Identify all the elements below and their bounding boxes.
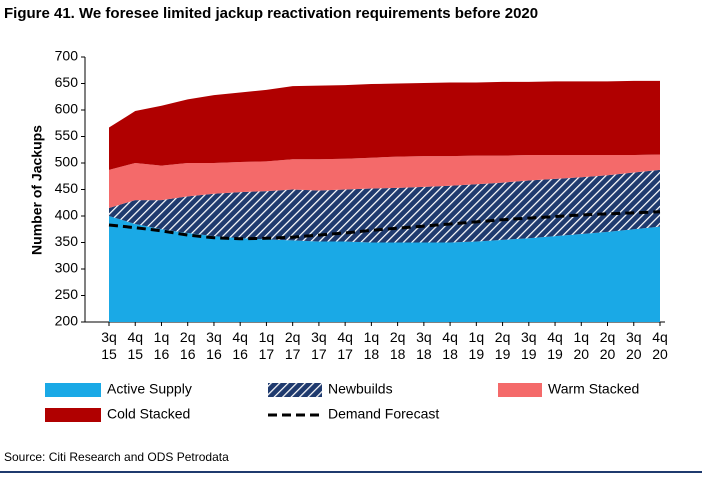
x-tick-label: 1q 16 — [154, 329, 170, 362]
x-tick-label: 4q 18 — [442, 329, 458, 362]
legend-label: Demand Forecast — [328, 406, 439, 422]
x-tick-label: 2q 19 — [495, 329, 511, 362]
area — [109, 169, 660, 243]
x-tick-label: 3q 17 — [311, 329, 327, 362]
area — [109, 80, 660, 170]
x-tick-label: 1q 17 — [259, 329, 275, 362]
y-axis-label: Number of Jackups — [29, 125, 45, 255]
source: Source: Citi Research and ODS Petrodata — [4, 450, 229, 464]
area — [109, 216, 660, 322]
line — [108, 210, 661, 241]
x-tick-label: 2q 17 — [285, 329, 301, 362]
x-tick-label: 3q 19 — [521, 329, 537, 362]
legend-swatch — [45, 408, 101, 422]
x-tick-label: 3q 18 — [416, 329, 432, 362]
y-tick-label: 300 — [55, 260, 79, 276]
x-tick-label: 3q 20 — [626, 329, 642, 362]
plot-area — [108, 80, 661, 322]
x-tick-label: 4q 16 — [232, 329, 248, 362]
y-tick-label: 450 — [55, 180, 79, 196]
legend-label: Cold Stacked — [107, 406, 190, 422]
area — [109, 154, 660, 209]
legend-label: Active Supply — [107, 381, 192, 397]
x-tick-label: 1q 20 — [573, 329, 589, 362]
y-tick-label: 700 — [55, 48, 79, 64]
legend-label: Newbuilds — [328, 381, 393, 397]
y-tick-label: 350 — [55, 233, 79, 249]
y-tick-label: 650 — [55, 74, 79, 90]
x-tick-label: 1q 18 — [364, 329, 380, 362]
y-tick-label: 400 — [55, 207, 79, 223]
x-tick-label: 2q 20 — [600, 329, 616, 362]
legend-label: Warm Stacked — [548, 381, 639, 397]
y-tick-label: 550 — [55, 127, 79, 143]
y-tick-label: 250 — [55, 286, 79, 302]
x-tick-label: 2q 16 — [180, 329, 196, 362]
x-tick-label: 2q 18 — [390, 329, 406, 362]
x-tick-label: 1q 19 — [469, 329, 485, 362]
legend-swatch — [45, 383, 101, 397]
legend-swatch — [498, 383, 542, 397]
x-tick-label: 3q 15 — [101, 329, 117, 362]
y-tick-label: 600 — [55, 101, 79, 117]
x-tick-label: 4q 17 — [337, 329, 353, 362]
x-tick-label: 3q 16 — [206, 329, 222, 362]
legend-swatch — [268, 383, 322, 397]
y-tick-label: 200 — [55, 313, 79, 329]
x-tick-label: 4q 19 — [547, 329, 563, 362]
y-tick-label: 500 — [55, 154, 79, 170]
chart-title: Figure 41. We foresee limited jackup rea… — [4, 5, 538, 22]
x-tick-label: 4q 20 — [652, 329, 668, 362]
x-tick-label: 4q 15 — [127, 329, 143, 362]
